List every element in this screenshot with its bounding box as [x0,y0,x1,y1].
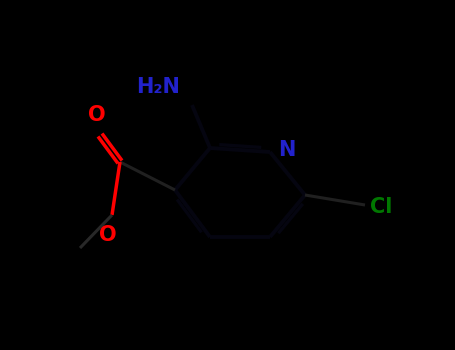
Text: Cl: Cl [370,197,392,217]
Text: O: O [88,105,106,125]
Text: H₂N: H₂N [136,77,180,97]
Text: N: N [278,140,295,160]
Text: O: O [99,225,117,245]
